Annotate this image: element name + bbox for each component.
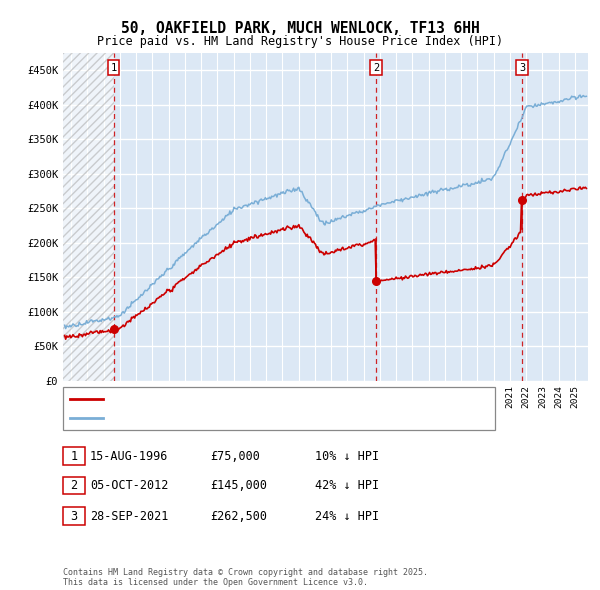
- Text: 10% ↓ HPI: 10% ↓ HPI: [315, 450, 379, 463]
- Text: 05-OCT-2012: 05-OCT-2012: [90, 479, 169, 492]
- Text: Contains HM Land Registry data © Crown copyright and database right 2025.
This d: Contains HM Land Registry data © Crown c…: [63, 568, 428, 587]
- Bar: [63, 53, 114, 381]
- Text: 42% ↓ HPI: 42% ↓ HPI: [315, 479, 379, 492]
- Text: £75,000: £75,000: [210, 450, 260, 463]
- Text: 2: 2: [70, 479, 77, 492]
- Text: 50, OAKFIELD PARK, MUCH WENLOCK, TF13 6HH: 50, OAKFIELD PARK, MUCH WENLOCK, TF13 6H…: [121, 21, 479, 36]
- Text: 2: 2: [373, 63, 379, 73]
- Text: 15-AUG-1996: 15-AUG-1996: [90, 450, 169, 463]
- Text: 3: 3: [70, 510, 77, 523]
- Text: HPI: Average price, detached house, Shropshire: HPI: Average price, detached house, Shro…: [108, 412, 384, 422]
- Text: £262,500: £262,500: [210, 510, 267, 523]
- Text: 1: 1: [70, 450, 77, 463]
- Text: Price paid vs. HM Land Registry's House Price Index (HPI): Price paid vs. HM Land Registry's House …: [97, 35, 503, 48]
- Text: 24% ↓ HPI: 24% ↓ HPI: [315, 510, 379, 523]
- Text: 28-SEP-2021: 28-SEP-2021: [90, 510, 169, 523]
- Text: 50, OAKFIELD PARK, MUCH WENLOCK, TF13 6HH (detached house): 50, OAKFIELD PARK, MUCH WENLOCK, TF13 6H…: [108, 394, 456, 404]
- Text: 1: 1: [110, 63, 117, 73]
- Text: £145,000: £145,000: [210, 479, 267, 492]
- Text: 3: 3: [519, 63, 525, 73]
